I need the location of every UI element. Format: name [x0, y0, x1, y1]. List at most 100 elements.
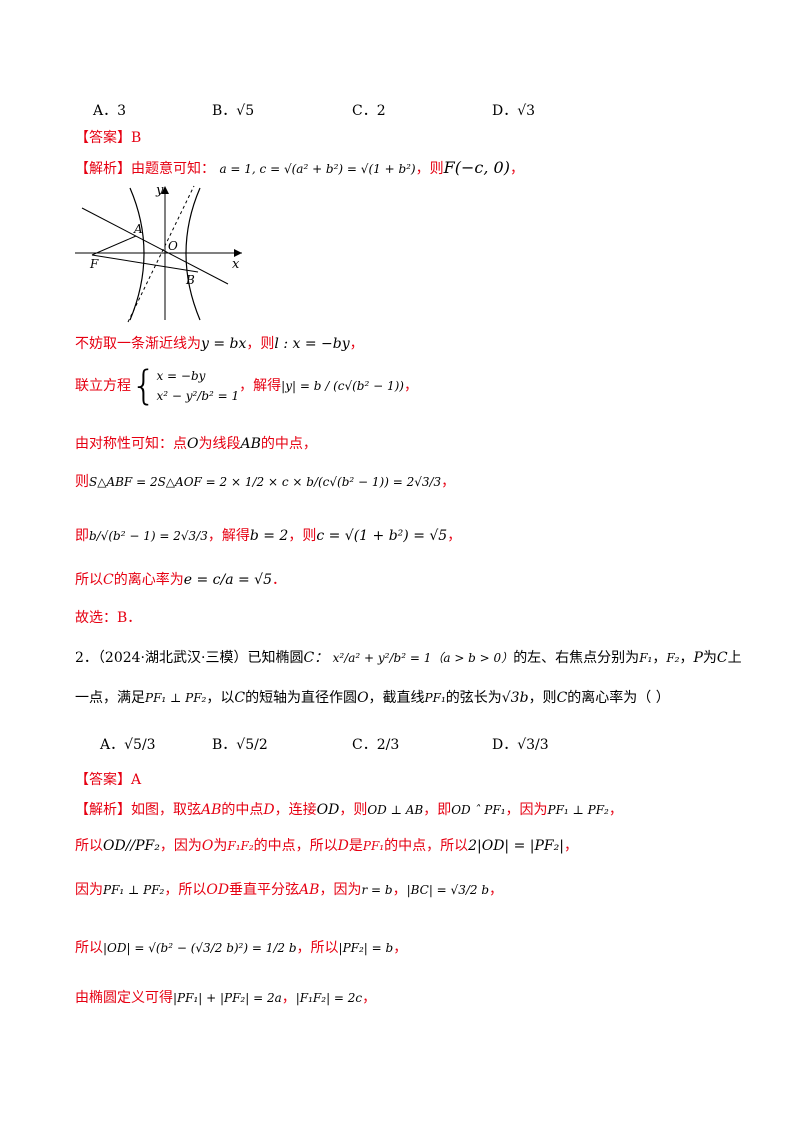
text: 一点，满足 [75, 690, 145, 706]
text: ， [679, 650, 694, 666]
text: ，因为 [319, 882, 362, 898]
q1-analysis-line: 【解析】由题意可知： a = 1, c = √(a² + b²) = √(1 +… [75, 158, 524, 179]
formula: 2|OD| = |PF₂| [468, 838, 564, 854]
formula: PF₁ ⊥ PF₂ [145, 691, 207, 705]
text: ，所以 [296, 940, 339, 956]
label-B: B [185, 273, 195, 287]
formula: √3b [501, 690, 529, 706]
curve-C: C： [303, 650, 329, 666]
text: ，连接 [274, 802, 317, 818]
text: 不妨取一条渐近线为 [75, 336, 201, 352]
equation-2: x² − y²/b² = 1 [156, 389, 240, 403]
text: ， [362, 990, 377, 1006]
text: ，解得 [239, 378, 282, 394]
curve-C: C [103, 572, 114, 588]
equation-1: x = −by [156, 369, 206, 383]
formula: S△ABF = 2S△AOF = 2 × 1/2 × c × b/(c√(b² … [89, 475, 442, 489]
text: ，则 [528, 690, 557, 706]
text: ，则 [339, 802, 368, 818]
x-arrow [234, 249, 242, 257]
text: 上 [727, 650, 742, 666]
text: ，即 [423, 802, 452, 818]
formula: |BC| = √3/2 b [406, 883, 490, 897]
text: ， [349, 336, 364, 352]
text: 为 [702, 650, 717, 666]
analysis-tag: 【解析】 [75, 802, 131, 818]
text: ，则 [246, 336, 275, 352]
text: ， [509, 161, 524, 177]
formula: l : x = −by [274, 336, 350, 352]
segment-FB [91, 254, 199, 273]
text: 由对称性可知：点 [75, 436, 187, 452]
text: ， [392, 882, 407, 898]
text: ，则 [415, 161, 444, 177]
q2-option-c: C．2/3 [352, 737, 400, 753]
q2-answer: 【答案】A [75, 770, 141, 790]
left-branch [129, 187, 145, 321]
text: ， [281, 990, 296, 1006]
chord-AB: AB [299, 882, 320, 898]
question-source: （2024·湖北武汉·三模） [97, 650, 248, 666]
formula: PF₁ ⊥ PF₂ [547, 803, 609, 817]
q1-step5: 即b/√(b² − 1) = 2√3/3，解得b = 2，则c = √(1 + … [75, 526, 461, 546]
text: ， [403, 378, 418, 394]
formula: |y| = b / (c√(b² − 1)) [281, 379, 404, 393]
text: 的中点，所以 [384, 838, 469, 854]
point-O: O [201, 838, 214, 854]
segment-OD: OD [206, 882, 230, 898]
text: ， [447, 528, 462, 544]
answer-tag: 【答案】 [75, 772, 131, 788]
label-y: y [155, 183, 164, 198]
line-l [81, 207, 229, 285]
formula: b/√(b² − 1) = 2√3/3 [89, 529, 208, 543]
q2-analysis-3: 因为PF₁ ⊥ PF₂，所以OD垂直平分弦AB，因为r = b，|BC| = √… [75, 880, 503, 900]
condition: （a > b > 0） [431, 651, 514, 665]
text: 的弦长为 [445, 690, 502, 706]
line-PF1: PF₁ [424, 691, 446, 705]
answer-value: A [131, 772, 142, 788]
q2-stem-line1: 2．（2024·湖北武汉·三模）已知椭圆C： x²/a² + y²/b² = 1… [75, 648, 742, 668]
formula: c = √(1 + b²) = √5 [316, 528, 448, 544]
label-x: x [232, 257, 240, 272]
formula-ac: a = 1, c = √(a² + b²) = √(1 + b²) [219, 162, 416, 176]
text: 所以 [75, 572, 103, 588]
text: 所以 [75, 838, 103, 854]
q2-option-a: A．√5/3 [100, 737, 156, 753]
text: 的离心率为（ ） [567, 690, 670, 706]
label-O: O [168, 239, 178, 253]
analysis-tag: 【解析】 [75, 161, 131, 177]
segment-AB: AB [240, 436, 261, 452]
chord-AB: AB [201, 802, 222, 818]
text: ，因为 [159, 838, 202, 854]
text: 所以 [75, 940, 103, 956]
text: 由椭圆定义可得 [75, 990, 173, 1006]
formula: OD//PF₂ [103, 838, 160, 854]
hyperbola-figure: y x A O F B [75, 183, 242, 323]
text: 的左、右焦点分别为 [513, 650, 640, 666]
q1-step3: 由对称性可知：点O为线段AB的中点， [75, 434, 317, 454]
curve-C: C [556, 690, 568, 706]
formula: |PF₂| = b [338, 941, 394, 955]
point-O: O [187, 436, 199, 452]
ellipse-equation: x²/a² + y²/b² = 1 [332, 651, 432, 665]
curve-C: C [234, 690, 246, 706]
q1-step4: 则S△ABF = 2S△AOF = 2 × 1/2 × c × b/(c√(b²… [75, 472, 455, 492]
answer-tag: 【答案】 [75, 130, 131, 146]
text: ，所以 [164, 882, 207, 898]
formula: |OD| = √(b² − (√3/2 b)²) = 1/2 b [103, 941, 297, 955]
text: 的短轴为直径作圆 [245, 690, 358, 706]
formula: e = c/a = √5 [183, 572, 272, 588]
formula-F: F(−c, 0) [443, 158, 510, 177]
text: ，以 [206, 690, 235, 706]
point-P: P [693, 650, 703, 666]
circle-O: O [357, 690, 369, 706]
q2-stem-line2: 一点，满足PF₁ ⊥ PF₂，以C的短轴为直径作圆O，截直线PF₁的弦长为√3b… [75, 688, 670, 708]
formula: y = bx [201, 336, 247, 352]
focus-F1: F₁ [639, 651, 653, 665]
text: ，因为 [505, 802, 548, 818]
text: ，则 [288, 528, 317, 544]
q2-analysis-2: 所以OD//PF₂，因为O为F₁F₂的中点，所以D是PF₁的中点，所以2|OD|… [75, 836, 578, 856]
point-D: D [337, 838, 349, 854]
q2-option-d: D．√3/3 [492, 737, 549, 753]
point-D: D [263, 802, 275, 818]
